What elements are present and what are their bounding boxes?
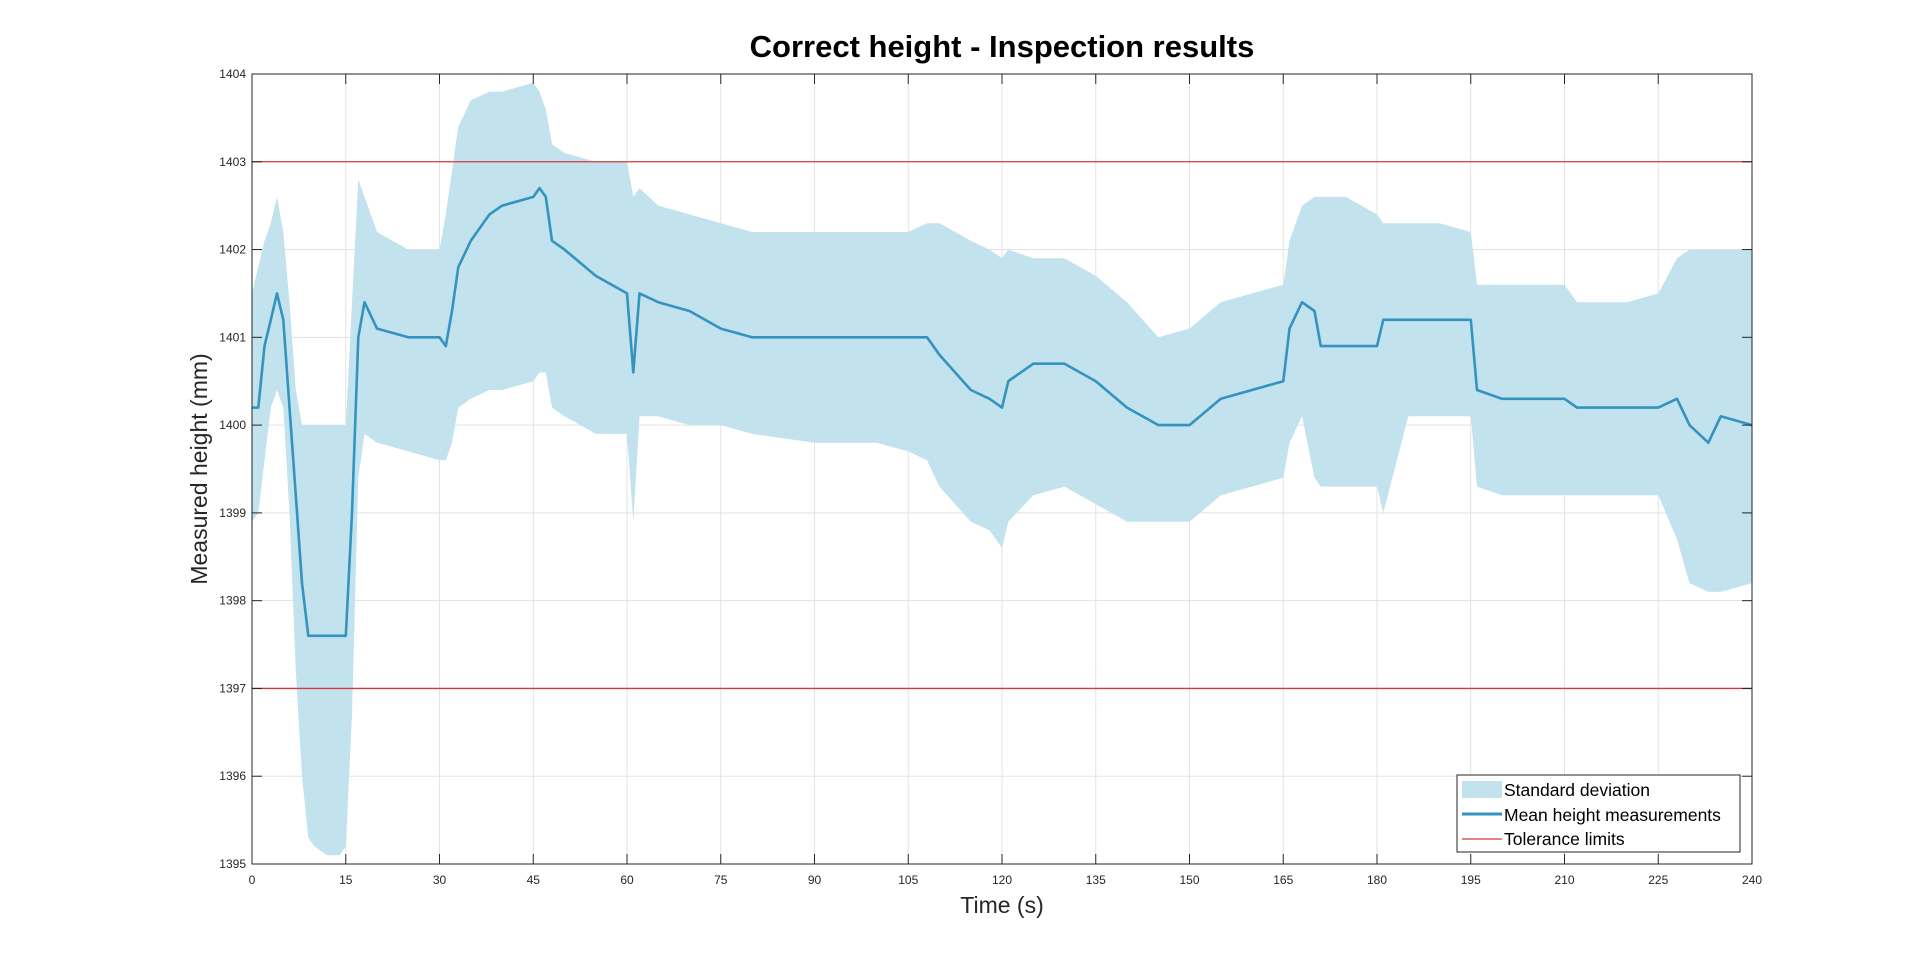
- x-tick-label: 75: [714, 873, 728, 887]
- tolerance-layer: [252, 161, 1752, 690]
- y-tick-label: 1404: [219, 67, 246, 81]
- legend-label-mean-line: Mean height measurements: [1504, 805, 1721, 825]
- y-tick-label: 1396: [219, 769, 246, 783]
- legend-swatch-std-band: [1462, 781, 1502, 798]
- y-tick-label: 1400: [219, 418, 246, 432]
- x-tick-label: 0: [249, 873, 256, 887]
- y-tick-label: 1399: [219, 506, 246, 520]
- x-tick-label: 195: [1461, 873, 1481, 887]
- x-tick-label: 105: [898, 873, 918, 887]
- mean-line-layer: [252, 186, 1753, 638]
- y-tick-label: 1403: [219, 155, 246, 169]
- x-tick-label: 240: [1742, 873, 1762, 887]
- x-tick-label: 45: [527, 873, 541, 887]
- x-tick-label: 180: [1367, 873, 1387, 887]
- ticks: [251, 73, 1753, 865]
- x-axis-label: Time (s): [960, 892, 1043, 918]
- x-tick-label: 15: [339, 873, 353, 887]
- std-deviation-band: [252, 82, 1752, 856]
- legend-box: [1456, 774, 1741, 853]
- x-tick-label: 225: [1648, 873, 1668, 887]
- x-tick-label: 30: [433, 873, 447, 887]
- legend-label-tolerance: Tolerance limits: [1504, 829, 1625, 849]
- legend-label-std-band: Standard deviation: [1504, 780, 1650, 800]
- y-tick-label: 1397: [219, 681, 246, 695]
- x-tick-label: 60: [620, 873, 634, 887]
- x-tick-label: 135: [1086, 873, 1106, 887]
- x-tick-label: 210: [1554, 873, 1574, 887]
- x-tick-label: 165: [1273, 873, 1293, 887]
- x-tick-label: 150: [1179, 873, 1199, 887]
- x-tick-label: 120: [992, 873, 1012, 887]
- chart-title: Correct height - Inspection results: [750, 29, 1255, 64]
- y-tick-label: 1398: [219, 594, 246, 608]
- y-tick-label: 1395: [219, 857, 246, 871]
- y-tick-label: 1401: [219, 330, 246, 344]
- std-band-layer: [252, 82, 1752, 856]
- x-tick-label: 90: [808, 873, 822, 887]
- tick-labels: 0 15 30 45 60 75 90 105 120 135 150 165 180 195 210 225…: [219, 67, 1762, 887]
- mean-height-line: [252, 186, 1753, 638]
- y-axis-label: Measured height (mm): [186, 353, 212, 584]
- y-tick-label: 1402: [219, 243, 246, 257]
- legend: Standard deviation Mean height measureme…: [1456, 774, 1741, 853]
